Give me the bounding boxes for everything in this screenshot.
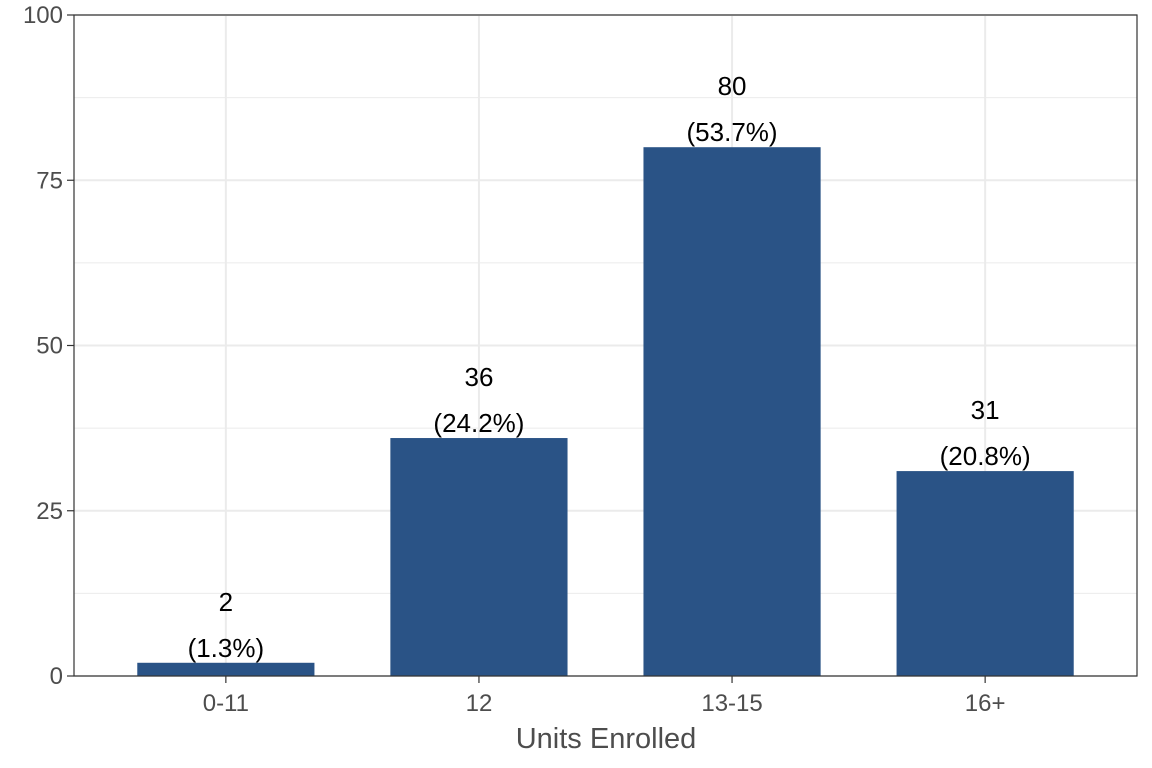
x-tick-label: 13-15: [701, 690, 762, 717]
data-labels: (1.3%) 2 (24.2%) 36 (53.7%) 80 (20.8%) 31: [188, 71, 1031, 663]
percent-label: (24.2%): [433, 408, 524, 438]
x-tick-label: 16+: [965, 690, 1006, 717]
y-tick-label: 25: [36, 498, 63, 525]
y-tick-label: 0: [50, 663, 63, 690]
percent-label: (53.7%): [687, 117, 778, 147]
y-tick-label: 50: [36, 333, 63, 360]
percent-label: (1.3%): [188, 633, 265, 663]
bars: [137, 147, 1074, 676]
count-label: 36: [464, 362, 493, 392]
x-tick-label: 12: [466, 690, 493, 717]
bar-13-15: [643, 147, 821, 676]
percent-label: (20.8%): [940, 441, 1031, 471]
y-tick-label: 100: [23, 2, 63, 29]
count-label: 31: [971, 395, 1000, 425]
bar-16+: [896, 471, 1074, 676]
count-label: 80: [718, 71, 747, 101]
bar-12: [390, 438, 568, 676]
bar-0-11: [137, 662, 315, 676]
y-tick-label: 75: [36, 167, 63, 194]
x-tick-label: 0-11: [203, 690, 249, 717]
count-label: 2: [219, 587, 233, 617]
x-axis-title: Units Enrolled: [516, 723, 697, 755]
axes: 0 25 50 75 100 0-11 12 13-15 16+: [23, 2, 1006, 717]
